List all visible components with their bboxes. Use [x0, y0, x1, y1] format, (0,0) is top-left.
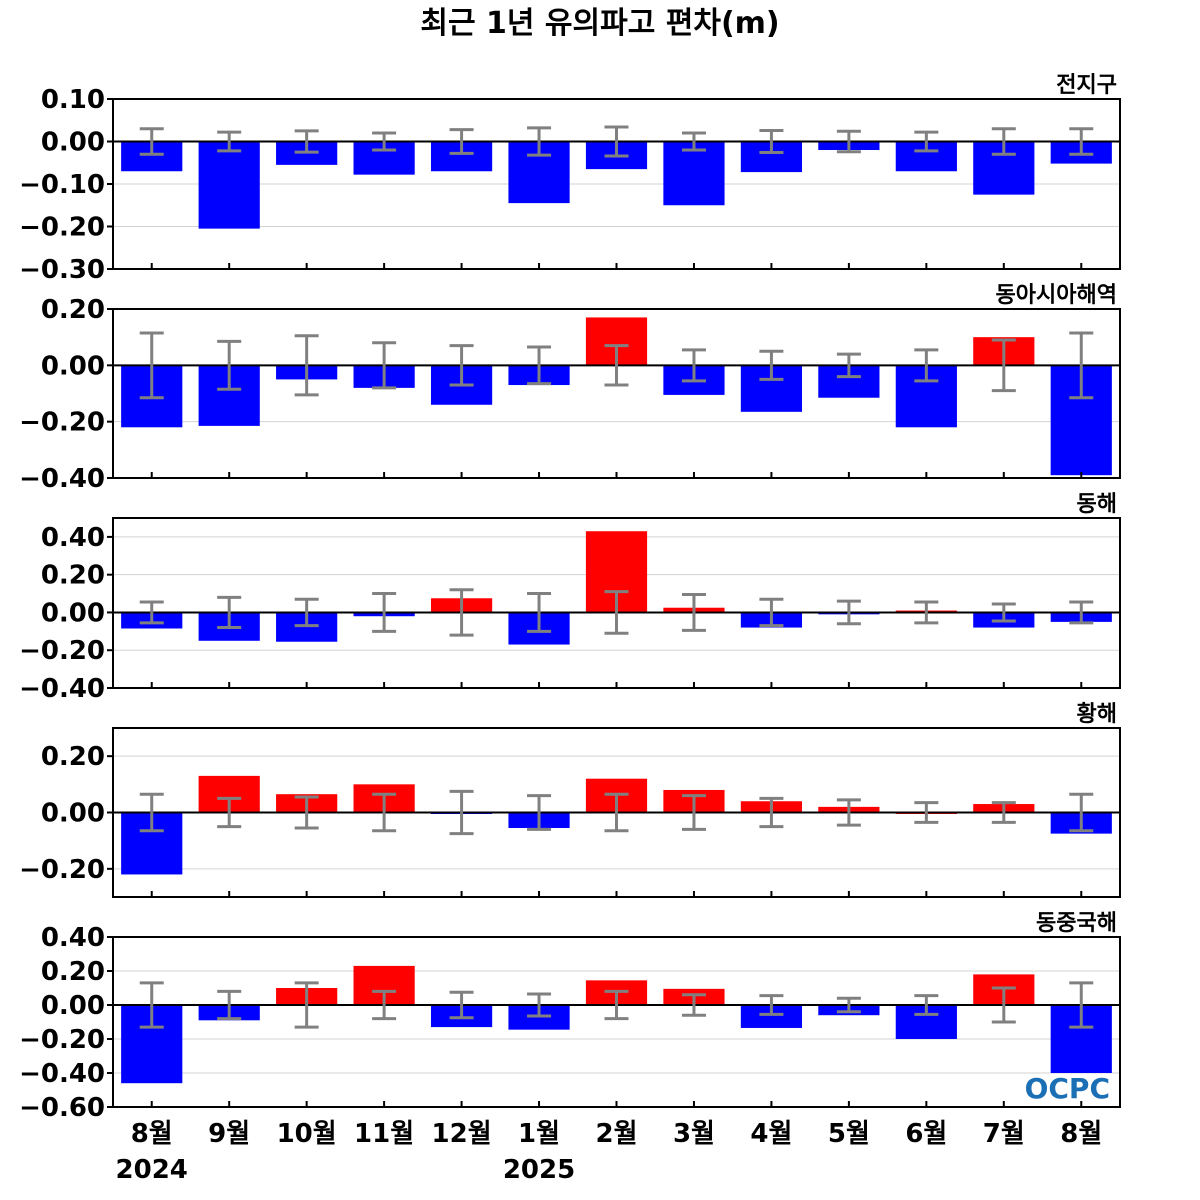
bar — [198, 141, 260, 229]
y-tick-label: −0.10 — [19, 170, 105, 200]
ocpc-logo: OCPC — [1025, 1072, 1110, 1105]
x-tick-label: 8월 — [131, 1119, 173, 1149]
x-tick-label: 3월 — [673, 1119, 715, 1149]
y-tick-label: 0.00 — [41, 598, 105, 628]
chart-title: 최근 1년 유의파고 편차(m) — [420, 6, 779, 41]
x-tick-label: 1월 — [518, 1119, 560, 1149]
y-tick-label: 0.20 — [41, 295, 105, 325]
x-tick-label: 7월 — [983, 1119, 1025, 1149]
year-label: 2024 — [116, 1155, 188, 1185]
panels-group: 0.10 0.00 −0.10 −0.20 −0.30 전지구 0.20 0.00 −0.20 −… — [19, 73, 1121, 1123]
x-tick-label: 10월 — [277, 1119, 337, 1149]
y-tick-label: −0.40 — [19, 674, 105, 704]
y-tick-label: 0.00 — [41, 991, 105, 1021]
y-tick-label: 0.20 — [41, 957, 105, 987]
logo-text: OCPC — [1025, 1072, 1110, 1105]
x-tick-label: 11월 — [354, 1119, 414, 1149]
y-tick-label: −0.20 — [19, 855, 105, 885]
panel-5: 0.40 0.20 0.00 −0.20 −0.40 −0.60 동중국해 — [19, 911, 1121, 1123]
y-tick-label: 0.40 — [41, 523, 105, 553]
panel-4: 0.20 0.00 −0.20 황해 — [19, 702, 1121, 898]
y-tick-label: 0.40 — [41, 923, 105, 953]
x-axis-labels: 8월 9월 10월 11월 12월 1월 2월 3월 4월 5월 6월 7월 8월 2024 2025 — [116, 1119, 1103, 1185]
region-label: 동아시아해역 — [996, 283, 1117, 308]
plot-frame — [112, 936, 1121, 1108]
y-tick-label: −0.20 — [19, 1025, 105, 1055]
year-label: 2025 — [503, 1155, 575, 1185]
y-tick-label: −0.40 — [19, 464, 105, 494]
bar — [740, 1005, 803, 1028]
y-tick-label: −0.20 — [19, 213, 105, 243]
y-tick-label: 0.20 — [41, 742, 105, 772]
panel-3: 0.40 0.20 0.00 −0.20 −0.40 동해 — [19, 492, 1121, 704]
region-label: 동해 — [1077, 492, 1117, 517]
x-tick-label: 5월 — [828, 1119, 870, 1149]
x-tick-label: 9월 — [208, 1119, 250, 1149]
panel-1: 0.10 0.00 −0.10 −0.20 −0.30 전지구 — [19, 73, 1121, 285]
y-tick-label: 0.00 — [41, 799, 105, 829]
x-tick-label: 6월 — [905, 1119, 947, 1149]
y-tick-label: 0.20 — [41, 561, 105, 591]
region-label: 황해 — [1077, 702, 1117, 727]
y-tick-label: −0.60 — [19, 1093, 105, 1123]
y-tick-label: −0.20 — [19, 636, 105, 666]
x-tick-label: 2월 — [595, 1119, 637, 1149]
y-tick-label: −0.30 — [19, 255, 105, 285]
y-tick-label: 0.00 — [41, 128, 105, 158]
x-tick-label: 4월 — [750, 1119, 792, 1149]
x-tick-label: 12월 — [432, 1119, 492, 1149]
y-tick-label: −0.40 — [19, 1059, 105, 1089]
panel-2: 0.20 0.00 −0.20 −0.40 동아시아해역 — [19, 283, 1121, 494]
x-tick-label: 8월 — [1060, 1119, 1102, 1149]
y-tick-label: 0.10 — [41, 85, 105, 115]
y-tick-label: 0.00 — [41, 351, 105, 381]
bar — [663, 141, 725, 206]
region-label: 동중국해 — [1036, 911, 1117, 936]
region-label: 전지구 — [1056, 73, 1117, 98]
y-tick-label: −0.20 — [19, 408, 105, 438]
